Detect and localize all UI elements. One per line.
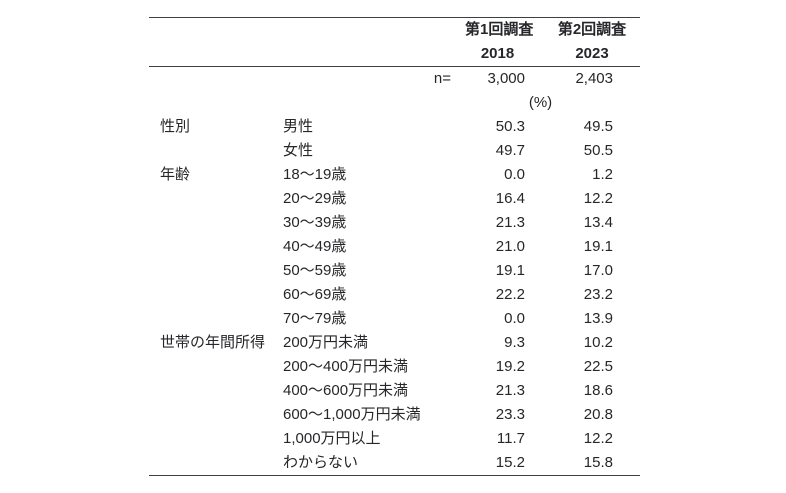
n-equals-label: n= (433, 70, 451, 87)
data-row: 女性 49.7 50.5 (149, 139, 640, 163)
table-header: 第1回調査 第2回調査 2018 2023 (149, 18, 640, 67)
item-label-cell: 60〜69歳 (283, 286, 347, 303)
item-label-cell: 50〜59歳 (283, 262, 347, 279)
value-2023-cell: 12.2 (583, 430, 613, 447)
data-row: わからない 15.2 15.8 (149, 451, 640, 476)
item-label-cell: 20〜29歳 (283, 190, 347, 207)
category-cell (149, 379, 283, 403)
value-2018-cell: 0.0 (504, 310, 525, 327)
item-label-cell: 400〜600万円未満 (283, 382, 409, 399)
unit-row: (%) (149, 91, 640, 115)
category-cell (149, 187, 283, 211)
header-blank-cell (149, 42, 455, 67)
value-2023-cell: 49.5 (583, 118, 613, 135)
value-2023-cell: 13.9 (583, 310, 613, 327)
value-2018-cell: 19.1 (495, 262, 525, 279)
data-row: 600〜1,000万円未満 23.3 20.8 (149, 403, 640, 427)
value-2023-cell: 10.2 (583, 334, 613, 351)
data-row: 性別 男性 50.3 49.5 (149, 115, 640, 139)
value-2018-cell: 16.4 (495, 190, 525, 207)
value-2023-cell: 13.4 (583, 214, 613, 231)
category-cell (149, 211, 283, 235)
item-label-cell: 1,000万円以上 (283, 430, 381, 447)
category-cell (149, 283, 283, 307)
sample-size-row: n= 3,000 2,403 (149, 67, 640, 92)
value-2018-cell: 9.3 (504, 334, 525, 351)
value-2018-cell: 23.3 (495, 406, 525, 423)
item-label-cell: 女性 (283, 142, 314, 159)
percent-unit-label: (%) (528, 94, 553, 111)
item-label-cell: わからない (283, 454, 359, 471)
category-cell (149, 235, 283, 259)
data-row: 年齢 18〜19歳 0.0 1.2 (149, 163, 640, 187)
value-2023-cell: 15.8 (583, 454, 613, 471)
table-body: n= 3,000 2,403 (%) 性別 男性 50.3 49.5 女性 49… (149, 67, 640, 476)
survey-1-label: 第1回調査 (465, 21, 534, 38)
value-2023-cell: 20.8 (583, 406, 613, 423)
data-row: 20〜29歳 16.4 12.2 (149, 187, 640, 211)
category-cell: 年齢 (160, 166, 191, 183)
category-cell: 世帯の年間所得 (160, 334, 266, 351)
value-2023-cell: 17.0 (583, 262, 613, 279)
category-cell (149, 403, 283, 427)
item-label-cell: 18〜19歳 (283, 166, 347, 183)
item-label-cell: 30〜39歳 (283, 214, 347, 231)
n-value-2023: 2,403 (575, 70, 613, 87)
survey-2-year: 2023 (530, 42, 640, 67)
value-2018-cell: 11.7 (496, 430, 525, 447)
value-2023-cell: 18.6 (583, 382, 613, 399)
item-label-cell: 200〜400万円未満 (283, 358, 409, 375)
category-cell (149, 451, 283, 476)
value-2023-cell: 12.2 (583, 190, 613, 207)
page: 第1回調査 第2回調査 2018 2023 n= 3,000 2,403 (%)… (149, 17, 640, 476)
value-2018-cell: 21.3 (495, 214, 525, 231)
category-cell: 性別 (160, 118, 191, 135)
value-2018-cell: 21.0 (495, 238, 525, 255)
category-cell (149, 259, 283, 283)
data-row: 60〜69歳 22.2 23.2 (149, 283, 640, 307)
data-row: 世帯の年間所得 200万円未満 9.3 10.2 (149, 331, 640, 355)
value-2018-cell: 15.2 (495, 454, 525, 471)
survey-name-row: 第1回調査 第2回調査 (149, 18, 640, 43)
category-cell (149, 307, 283, 331)
value-2023-cell: 23.2 (583, 286, 613, 303)
header-blank-cell (149, 18, 455, 43)
category-cell (149, 427, 283, 451)
data-row: 1,000万円以上 11.7 12.2 (149, 427, 640, 451)
survey-1-year: 2018 (455, 42, 530, 67)
item-label-cell: 200万円未満 (283, 334, 369, 351)
value-2018-cell: 0.0 (504, 166, 525, 183)
item-label-cell: 40〜49歳 (283, 238, 347, 255)
category-cell (149, 67, 283, 92)
data-row: 50〜59歳 19.1 17.0 (149, 259, 640, 283)
survey-2-label: 第2回調査 (557, 21, 627, 38)
unit-blank-cell (149, 91, 455, 115)
value-2018-cell: 50.3 (495, 118, 525, 135)
data-row: 70〜79歳 0.0 13.9 (149, 307, 640, 331)
value-2018-cell: 21.3 (495, 382, 525, 399)
item-label-cell: 70〜79歳 (283, 310, 347, 327)
data-row: 400〜600万円未満 21.3 18.6 (149, 379, 640, 403)
item-label-cell: 男性 (283, 118, 314, 135)
value-2018-cell: 49.7 (495, 142, 525, 159)
data-row: 30〜39歳 21.3 13.4 (149, 211, 640, 235)
value-2023-cell: 50.5 (583, 142, 613, 159)
data-row: 40〜49歳 21.0 19.1 (149, 235, 640, 259)
data-row: 200〜400万円未満 19.2 22.5 (149, 355, 640, 379)
value-2018-cell: 22.2 (495, 286, 525, 303)
item-label-cell: 600〜1,000万円未満 (283, 406, 421, 423)
category-cell (149, 139, 283, 163)
value-2018-cell: 19.2 (495, 358, 525, 375)
category-cell (149, 355, 283, 379)
n-value-2018: 3,000 (487, 70, 525, 87)
survey-respondent-table: 第1回調査 第2回調査 2018 2023 n= 3,000 2,403 (%)… (149, 17, 640, 476)
value-2023-cell: 1.2 (592, 166, 613, 183)
value-2023-cell: 19.1 (583, 238, 613, 255)
value-2023-cell: 22.5 (583, 358, 613, 375)
survey-year-row: 2018 2023 (149, 42, 640, 67)
